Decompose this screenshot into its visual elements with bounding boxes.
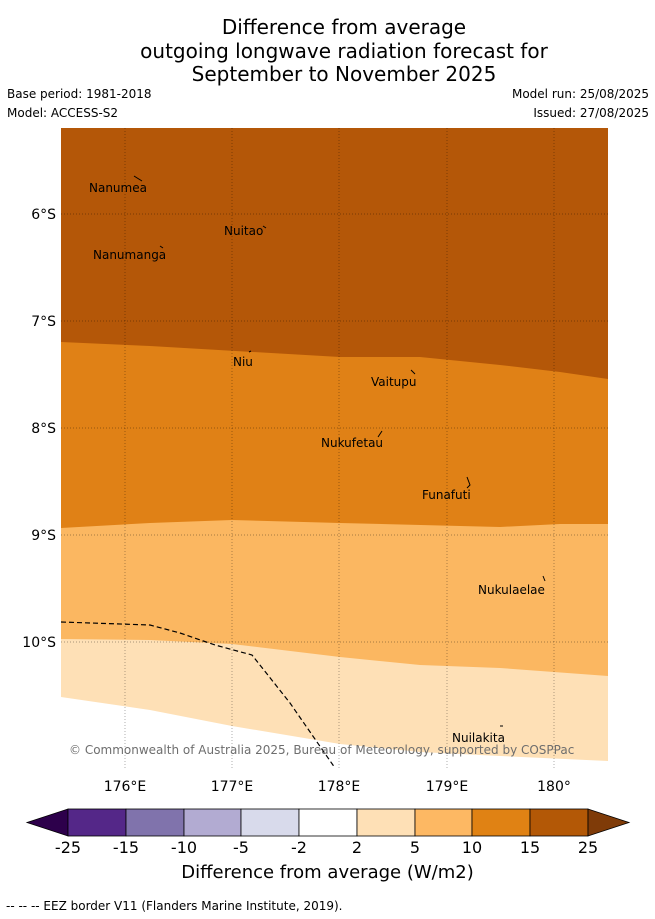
colorbar-bin-4: [240, 808, 300, 837]
colorbar-bin-5: [298, 808, 358, 837]
lat-label-8s: 8°S: [31, 421, 56, 437]
island-shapes: [133, 175, 546, 727]
place-label-niu: Niu: [233, 355, 253, 369]
place-label-vaitupu: Vaitupu: [371, 375, 417, 389]
colorbar-bin-6: [356, 808, 416, 837]
place-label-nuitao: Nuitao: [224, 224, 263, 238]
colorbar-tick-minus15: -15: [113, 838, 139, 857]
base-period: Base period: 1981-2018: [7, 87, 152, 101]
place-label-nuilakita: Nuilakita: [452, 731, 505, 745]
place-label-nukufetau: Nukufetau: [321, 436, 383, 450]
lat-label-7s: 7°S: [31, 314, 56, 330]
place-label-nukulaelae: Nukulaelae: [478, 583, 545, 597]
colorbar-tick-minus25: -25: [55, 838, 81, 857]
colorbar-bin-7: [414, 808, 473, 837]
colorbar-tick-25: 25: [578, 838, 598, 857]
colorbar-bin-1: [67, 808, 127, 837]
lon-label-176e: 176°E: [104, 779, 147, 795]
colorbar-tick-2: 2: [352, 838, 362, 857]
issued-date: Issued: 27/08/2025: [533, 106, 649, 120]
place-label-nanumea: Nanumea: [89, 181, 147, 195]
map-plot-area: [61, 128, 608, 768]
colorbar-high-extension: [587, 808, 631, 837]
colorbar-label: Difference from average (W/m2): [181, 862, 474, 883]
colorbar-tick-minus2: -2: [291, 838, 307, 857]
place-label-funafuti: Funafuti: [422, 488, 471, 502]
colorbar-tick-5: 5: [410, 838, 420, 857]
colorbar-tick-minus10: -10: [171, 838, 197, 857]
colorbar-tick-minus5: -5: [233, 838, 249, 857]
lon-label-178e: 178°E: [318, 779, 361, 795]
title-line-3: September to November 2025: [191, 62, 497, 86]
title-line-2: outgoing longwave radiation forecast for: [140, 38, 548, 63]
colorbar-low-extension: [25, 808, 69, 837]
lat-label-10s: 10°S: [22, 635, 56, 651]
chart-title: Difference from average outgoing longwav…: [0, 15, 655, 87]
colorbar-tick-15: 15: [520, 838, 540, 857]
lon-label-180: 180°: [537, 779, 571, 795]
colorbar-tick-10: 10: [462, 838, 482, 857]
eez-footnote: -- -- -- EEZ border V11 (Flanders Marine…: [6, 899, 343, 913]
lat-label-9s: 9°S: [31, 528, 56, 544]
title-line-1: Difference from average: [221, 15, 467, 39]
copyright-notice: © Commonwealth of Australia 2025, Bureau…: [69, 743, 574, 757]
lon-label-177e: 177°E: [211, 779, 254, 795]
colorbar-bin-8: [471, 808, 531, 837]
lat-label-6s: 6°S: [31, 207, 56, 223]
colorbar-bin-3: [183, 808, 242, 837]
gridlines: [61, 128, 608, 768]
model-name: Model: ACCESS-S2: [7, 106, 119, 120]
lon-label-179e: 179°E: [426, 779, 469, 795]
colorbar-bin-9: [529, 808, 589, 837]
colorbar: [25, 808, 631, 837]
colorbar-bin-2: [125, 808, 185, 837]
place-label-nanumanga: Nanumanga: [93, 248, 166, 262]
region-neutral: [61, 697, 608, 768]
eez-border-line: [60, 621, 336, 769]
model-run: Model run: 25/08/2025: [511, 87, 649, 101]
